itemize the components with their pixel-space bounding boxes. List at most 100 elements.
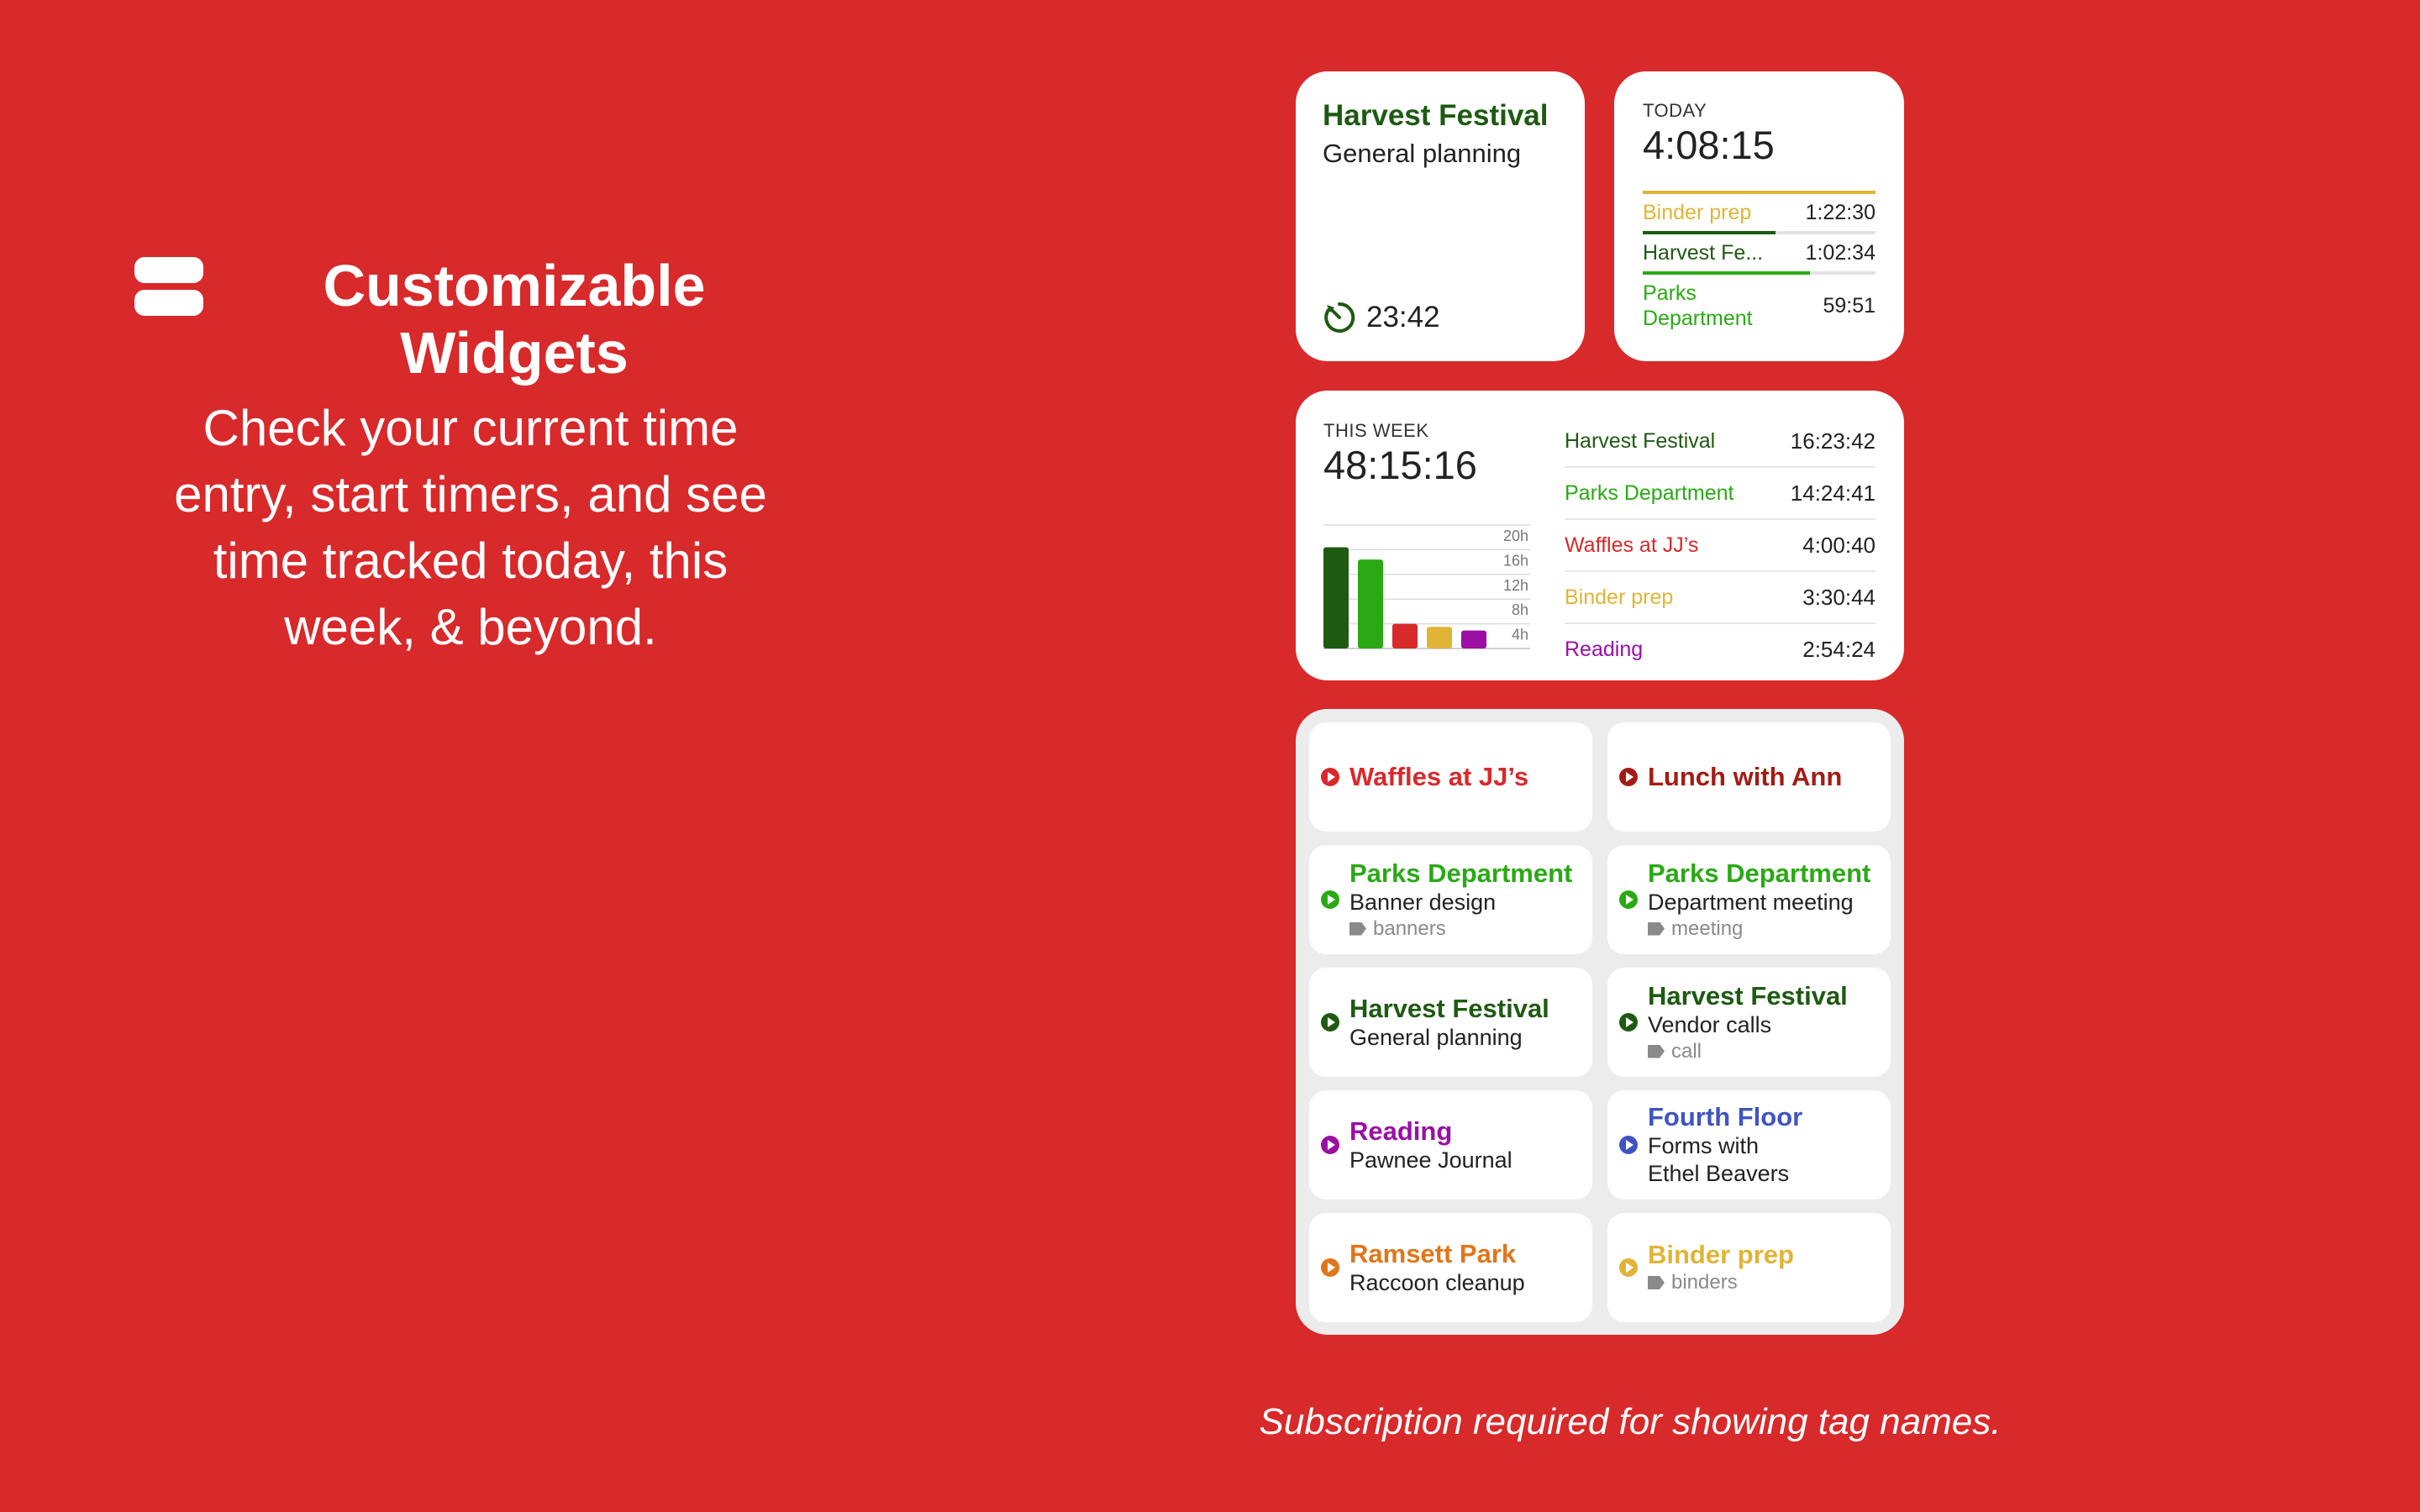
today-row[interactable]: Binder prep 1:22:30 — [1643, 194, 1876, 231]
card-task: Vendor calls — [1648, 1011, 1772, 1037]
card-project: Harvest Festival — [1349, 993, 1549, 1023]
chart-bar — [1323, 547, 1349, 648]
today-row-bar-fill — [1643, 271, 1811, 275]
card-text: Fourth Floor Forms with Ethel Beavers — [1648, 1102, 1802, 1188]
card-tag-label: binders — [1671, 1271, 1738, 1294]
card-text: Parks Department Department meeting meetin… — [1648, 858, 1870, 942]
card-project: Lunch with Ann — [1648, 762, 1843, 791]
current-timer: 23:42 — [1323, 301, 1440, 334]
play-icon — [1321, 768, 1339, 786]
chart-y-tick-label: 4h — [1512, 627, 1528, 643]
week-bar-chart: 20h 16h 12h 8h 4h — [1323, 524, 1530, 649]
play-icon — [1619, 890, 1638, 909]
card-text: Ramsett Park Raccoon cleanup — [1349, 1239, 1525, 1297]
card-text: Binder prep binders — [1648, 1240, 1794, 1295]
week-total: 48:15:16 — [1323, 443, 1477, 487]
card-project: Ramsett Park — [1349, 1238, 1517, 1268]
week-row-name: Binder prep — [1565, 585, 1674, 609]
card-task: Forms with Ethel Beavers — [1648, 1133, 1790, 1186]
card-task: Department meeting — [1648, 889, 1854, 915]
footnote: Subscription required for showing tag na… — [1259, 1401, 2002, 1442]
week-row-value: 2:54:24 — [1802, 636, 1876, 662]
start-timer-card[interactable]: Binder prep binders — [1607, 1213, 1891, 1322]
today-row[interactable]: Harvest Fe... 1:02:34 — [1643, 234, 1876, 271]
card-task: Raccoon cleanup — [1349, 1269, 1525, 1295]
week-project-list: Harvest Festival 16:23:42 Parks Department… — [1565, 416, 1876, 675]
today-total: 4:08:15 — [1643, 123, 1775, 167]
today-widget[interactable]: TODAY 4:08:15 Binder prep 1:22:30 Harvest … — [1614, 71, 1904, 361]
widgets-icon — [134, 257, 203, 316]
start-timer-card[interactable]: Parks Department Banner design banners — [1309, 845, 1592, 954]
today-row-value: 1:22:30 — [1805, 200, 1876, 224]
week-summary: THIS WEEK 48:15:16 — [1323, 420, 1529, 489]
card-text: Lunch with Ann — [1648, 762, 1842, 792]
week-row[interactable]: Reading 2:54:24 — [1565, 624, 1876, 675]
week-label: THIS WEEK — [1323, 420, 1429, 441]
card-tag-label: call — [1671, 1039, 1702, 1063]
week-widget[interactable]: THIS WEEK 48:15:16 20h 16h 12h 8h 4h Harvest… — [1296, 391, 1904, 680]
card-tag: binders — [1648, 1270, 1794, 1295]
chart-bar — [1461, 630, 1486, 648]
today-row-name: Parks Department — [1643, 281, 1753, 330]
play-icon — [1619, 1136, 1638, 1154]
week-row[interactable]: Binder prep 3:30:44 — [1565, 572, 1876, 624]
today-row-bar — [1643, 191, 1876, 194]
start-timer-card[interactable]: Parks Department Department meeting meetin… — [1607, 845, 1891, 954]
current-task: General planning — [1323, 139, 1522, 168]
start-timer-card[interactable]: Waffles at JJ’s — [1309, 722, 1592, 832]
card-project: Waffles at JJ’s — [1349, 762, 1529, 791]
chart-y-tick-label: 8h — [1512, 601, 1528, 618]
today-row[interactable]: Parks Department 59:51 — [1643, 275, 1876, 337]
card-text: Harvest Festival General planning — [1349, 994, 1549, 1052]
week-row[interactable]: Harvest Festival 16:23:42 — [1565, 416, 1876, 468]
timer-icon — [1324, 302, 1355, 333]
card-tag: banners — [1349, 916, 1572, 942]
card-project: Harvest Festival — [1648, 980, 1848, 1011]
play-icon — [1619, 768, 1638, 786]
tag-icon — [1349, 921, 1366, 936]
today-row-bar — [1643, 231, 1876, 234]
week-row-value: 16:23:42 — [1790, 428, 1876, 454]
start-timer-card[interactable]: Reading Pawnee Journal — [1309, 1090, 1592, 1200]
play-icon — [1321, 1013, 1339, 1032]
card-tag: meeting — [1648, 916, 1870, 942]
play-icon — [1619, 1258, 1638, 1277]
card-tag-label: banners — [1373, 916, 1446, 940]
card-text: Waffles at JJ’s — [1349, 762, 1528, 792]
card-project: Parks Department — [1349, 858, 1573, 888]
start-timer-card[interactable]: Harvest Festival Vendor calls call — [1607, 968, 1891, 1077]
card-text: Harvest Festival Vendor calls call — [1648, 981, 1848, 1064]
week-row-value: 3:30:44 — [1802, 584, 1876, 610]
week-row[interactable]: Parks Department 14:24:41 — [1565, 468, 1876, 520]
play-icon — [1321, 890, 1339, 909]
start-timer-grid: Waffles at JJ’s Lunch with Ann Parks Depar… — [1309, 722, 1891, 1322]
card-tag: call — [1648, 1039, 1848, 1064]
play-icon — [1619, 1013, 1638, 1032]
today-row-bar-fill — [1643, 191, 1876, 194]
current-entry-widget[interactable]: Harvest Festival General planning 23:42 — [1296, 71, 1585, 361]
week-row-name: Reading — [1565, 637, 1644, 661]
chart-bar — [1392, 623, 1418, 648]
card-text: Parks Department Banner design banners — [1349, 858, 1572, 942]
promo-title: Customizable Widgets — [323, 253, 706, 386]
start-timer-card[interactable]: Lunch with Ann — [1607, 722, 1891, 832]
start-timer-card[interactable]: Harvest Festival General planning — [1309, 968, 1592, 1077]
card-text: Reading Pawnee Journal — [1349, 1116, 1512, 1174]
week-row[interactable]: Waffles at JJ’s 4:00:40 — [1565, 520, 1876, 572]
tag-icon — [1648, 1044, 1665, 1058]
chart-y-tick-label: 16h — [1503, 552, 1528, 569]
start-timer-card[interactable]: Fourth Floor Forms with Ethel Beavers — [1607, 1090, 1891, 1200]
card-task: Pawnee Journal — [1349, 1147, 1512, 1173]
week-row-name: Waffles at JJ’s — [1565, 533, 1699, 557]
card-task: Banner design — [1349, 889, 1497, 915]
play-icon — [1321, 1136, 1339, 1154]
promo-description: Check your current time entry, start tim… — [174, 400, 767, 655]
card-project: Fourth Floor — [1648, 1102, 1803, 1131]
start-timer-widget: Waffles at JJ’s Lunch with Ann Parks Depar… — [1296, 709, 1904, 1335]
week-row-value: 4:00:40 — [1802, 532, 1876, 558]
card-project: Parks Department — [1648, 858, 1871, 888]
chart-bar — [1427, 627, 1452, 648]
today-row-name: Harvest Fe... — [1643, 241, 1764, 265]
card-project: Reading — [1349, 1116, 1453, 1146]
start-timer-card[interactable]: Ramsett Park Raccoon cleanup — [1309, 1213, 1592, 1322]
